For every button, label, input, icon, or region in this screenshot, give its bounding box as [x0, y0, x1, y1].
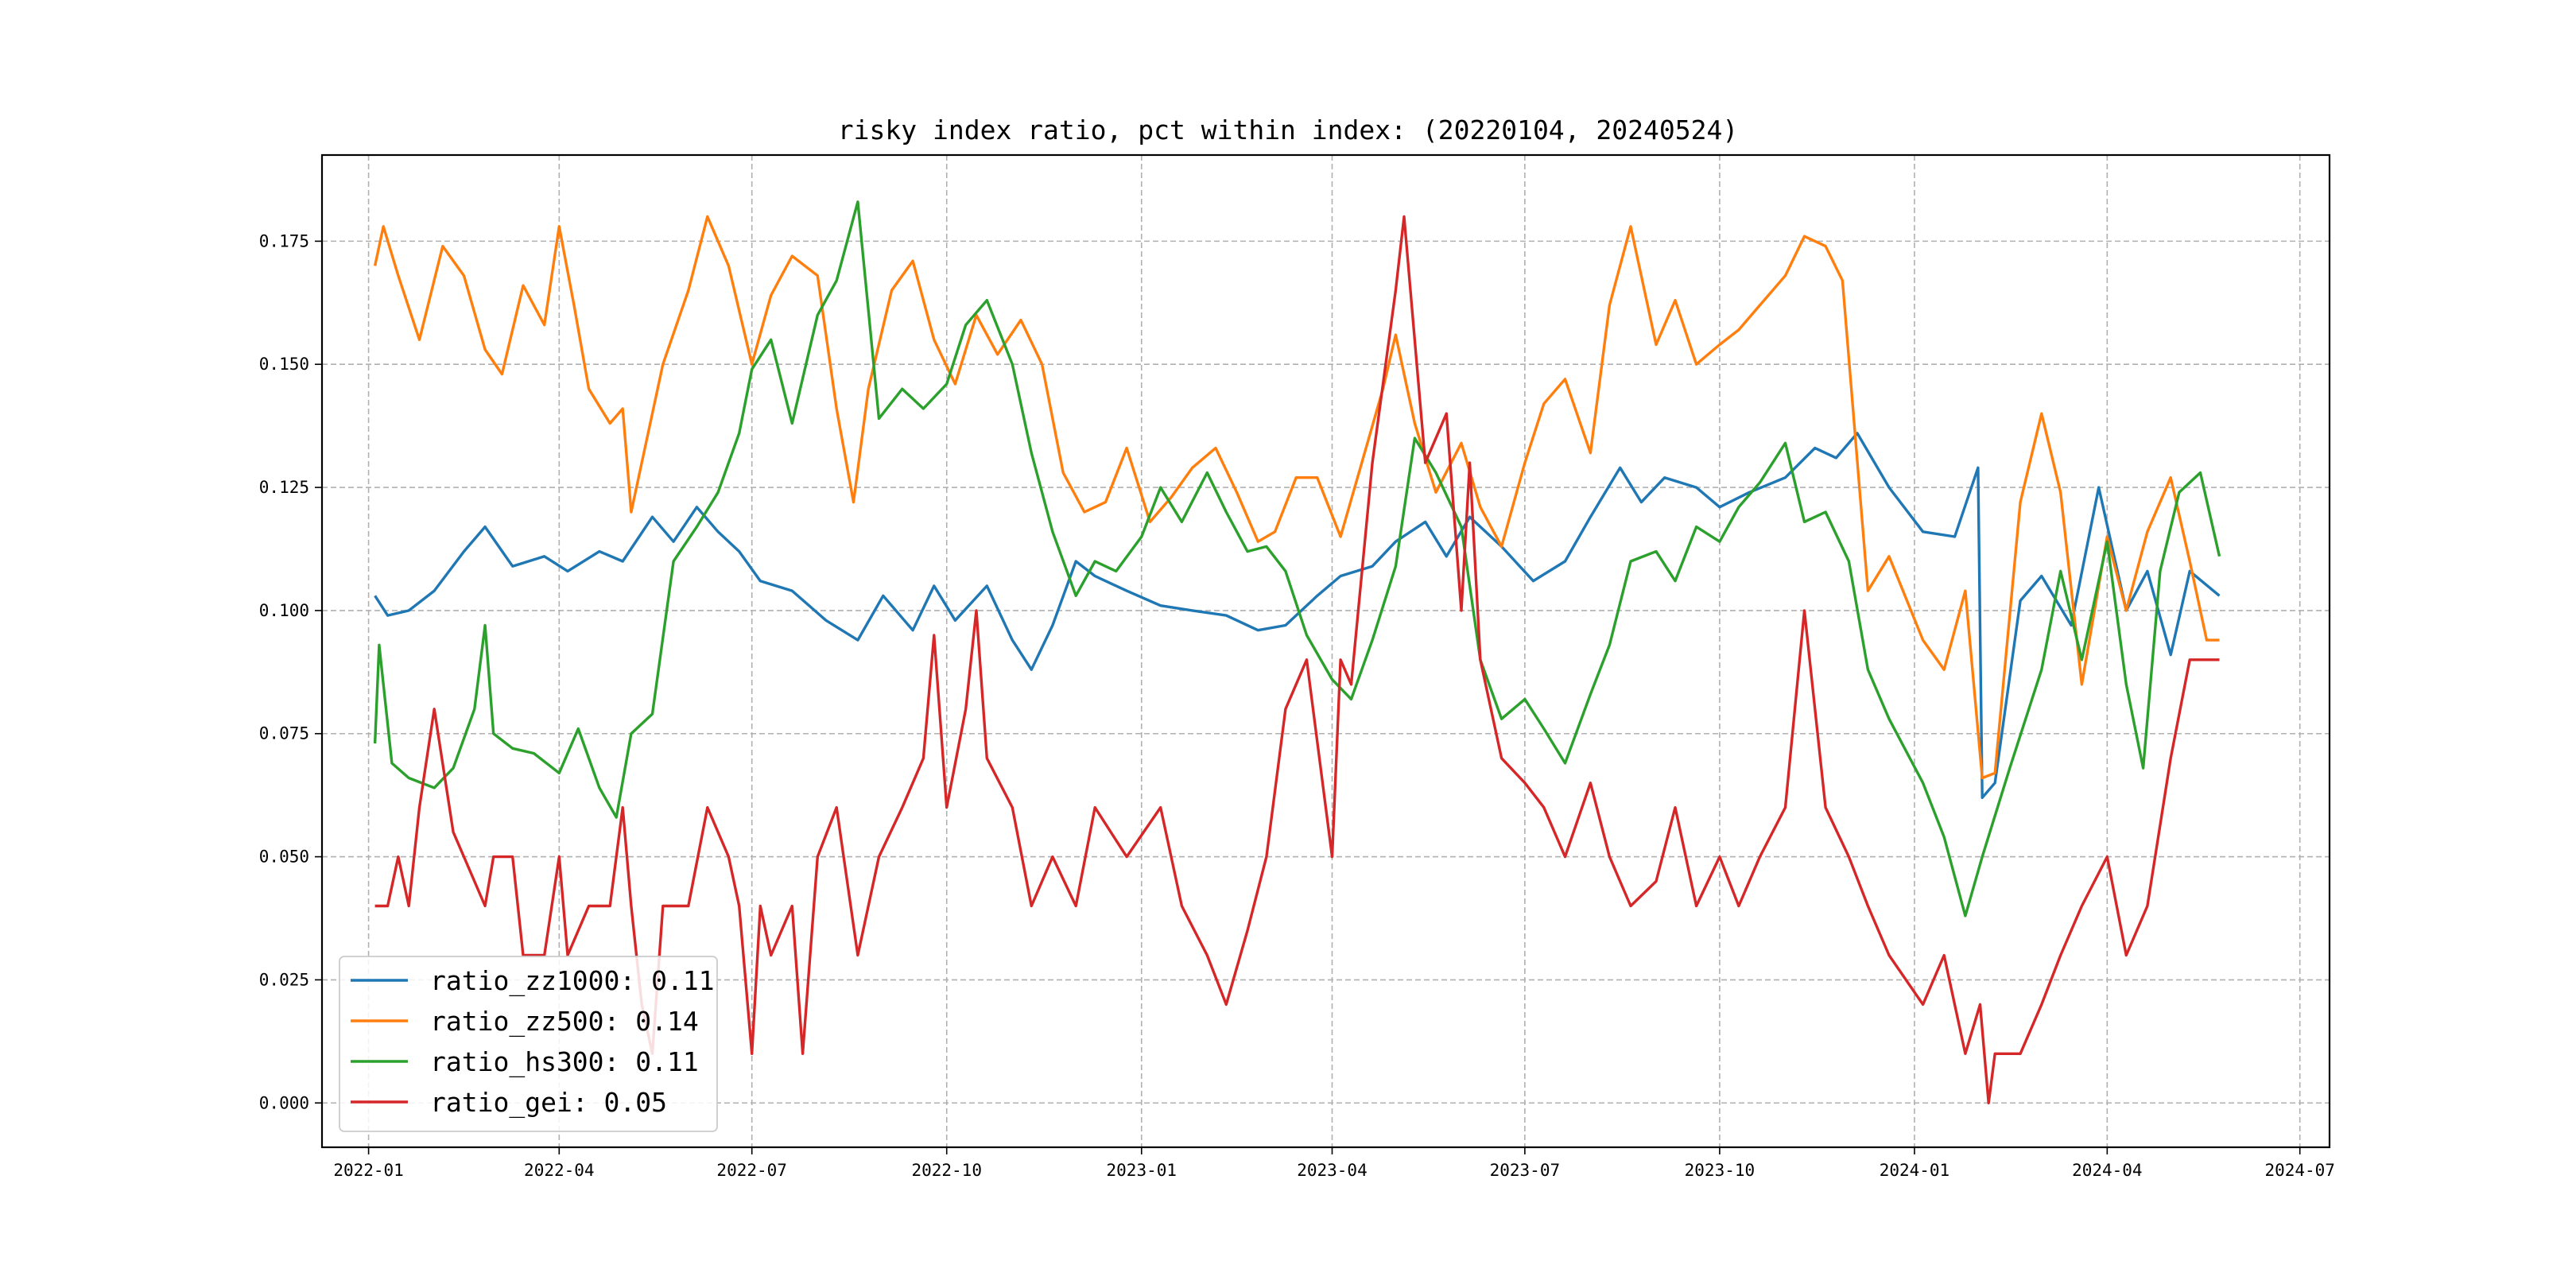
x-axis: 2022-01 2022-04 2022-07 2022-10 2023-01 2023-… — [333, 1147, 2335, 1180]
legend-label-ratio_zz500: ratio_zz500: 0.14 — [430, 1006, 699, 1038]
x-tick-label: 2024-01 — [1880, 1161, 1950, 1180]
y-tick-label: 0.125 — [259, 478, 309, 497]
x-tick-label: 2022-04 — [524, 1161, 595, 1180]
x-tick-label: 2024-07 — [2264, 1161, 2335, 1180]
series-line-ratio_zz500 — [373, 215, 2220, 780]
y-tick-label: 0.050 — [259, 848, 309, 867]
axes-frame — [320, 153, 2331, 1149]
legend-box — [339, 956, 718, 1132]
plot-area: 2022-01 2022-04 2022-07 2022-10 2023-01 2023-… — [259, 153, 2335, 1180]
y-tick-label: 0.000 — [259, 1093, 309, 1112]
series-line-ratio_hs300 — [373, 200, 2221, 918]
series-line-ratio_gei — [374, 215, 2220, 1104]
chart-title: risky index ratio, pct within index: (20… — [838, 114, 1738, 145]
legend-label-ratio_hs300: ratio_hs300: 0.11 — [430, 1046, 699, 1078]
y-tick-label: 0.175 — [259, 231, 309, 250]
y-tick-label: 0.075 — [259, 724, 309, 743]
x-tick-label: 2023-01 — [1107, 1161, 1177, 1180]
legend-label-ratio_zz1000: ratio_zz1000: 0.11 — [430, 965, 715, 997]
x-tick-label: 2023-04 — [1297, 1161, 1368, 1180]
series-line-ratio_zz1000 — [374, 432, 2221, 799]
series-lines — [373, 200, 2221, 1104]
x-tick-label: 2022-10 — [911, 1161, 982, 1180]
legend: ratio_zz1000: 0.11 ratio_zz500: 0.14 ratio… — [339, 956, 718, 1132]
x-tick-label: 2022-01 — [333, 1161, 404, 1180]
y-tick-label: 0.025 — [259, 970, 309, 989]
x-tick-label: 2023-07 — [1490, 1161, 1561, 1180]
x-tick-label: 2023-10 — [1685, 1161, 1755, 1180]
x-tick-label: 2024-04 — [2072, 1161, 2143, 1180]
y-axis: 0.000 0.025 0.050 0.075 0.100 0.125 0.150 0.175 — [259, 231, 322, 1112]
y-tick-label: 0.150 — [259, 355, 309, 374]
x-tick-label: 2022-07 — [716, 1161, 787, 1180]
legend-label-ratio_gei: ratio_gei: 0.05 — [430, 1087, 667, 1119]
y-tick-label: 0.100 — [259, 601, 309, 620]
